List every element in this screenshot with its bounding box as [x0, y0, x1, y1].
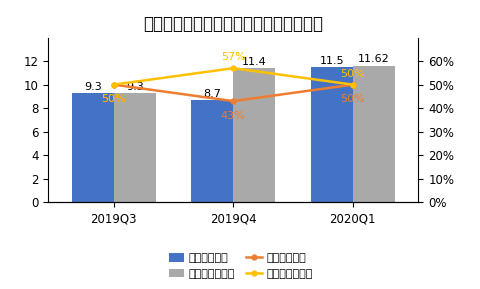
Text: 11.4: 11.4 — [241, 57, 266, 67]
Bar — [114, 93, 156, 202]
Text: 8.7: 8.7 — [203, 89, 221, 99]
Text: 50%: 50% — [101, 94, 126, 104]
Text: 50%: 50% — [340, 69, 364, 79]
游戏业务占比 — [349, 83, 355, 86]
非游戏业务占比 — [111, 83, 117, 86]
Text: 57%: 57% — [220, 52, 245, 62]
Bar — [352, 66, 394, 202]
Bar — [310, 67, 352, 202]
Bar — [191, 100, 233, 202]
游戏业务占比 — [111, 83, 117, 86]
Text: 50%: 50% — [101, 94, 126, 104]
Legend: 游戏业务营收, 非游戏业务营收, 游戏业务占比, 非游戏业务占比: 游戏业务营收, 非游戏业务营收, 游戏业务占比, 非游戏业务占比 — [164, 249, 316, 284]
Text: 11.62: 11.62 — [357, 54, 389, 64]
Line: 游戏业务占比: 游戏业务占比 — [111, 82, 354, 103]
Text: 43%: 43% — [220, 110, 245, 121]
Line: 非游戏业务占比: 非游戏业务占比 — [111, 66, 354, 87]
Text: 9.3: 9.3 — [126, 82, 144, 92]
非游戏业务占比 — [230, 66, 236, 70]
Title: 游戏业务及非游戏业务营收占比（亿元）: 游戏业务及非游戏业务营收占比（亿元） — [143, 15, 323, 33]
Bar — [233, 68, 275, 202]
Text: 11.5: 11.5 — [319, 56, 344, 66]
游戏业务占比 — [230, 99, 236, 103]
Bar — [72, 93, 114, 202]
Text: 9.3: 9.3 — [84, 82, 102, 92]
非游戏业务占比 — [349, 83, 355, 86]
Text: 50%: 50% — [340, 94, 364, 104]
